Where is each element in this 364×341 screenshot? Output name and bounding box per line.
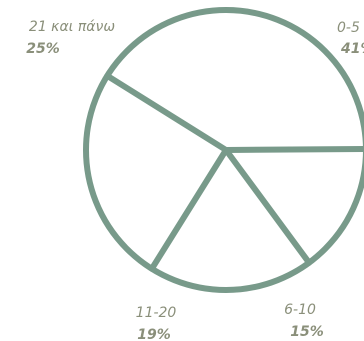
slice-label-percent: 25% — [26, 41, 60, 57]
slice-divider — [223, 147, 313, 266]
slice-label-name: 6-10 — [284, 302, 316, 318]
slice-label-percent: 19% — [137, 327, 171, 341]
slice-label-0-5: 0-5 41% — [337, 20, 364, 57]
slice-label-name: 0-5 — [337, 20, 360, 36]
slice-label-6-10: 6-10 15% — [284, 302, 324, 340]
slice-label-percent: 15% — [290, 324, 324, 340]
slice-label-percent: 41% — [340, 41, 364, 57]
slice-label-name: 21 και πάνω — [29, 19, 115, 35]
slice-divider — [104, 72, 229, 153]
slice-label-name: 11-20 — [136, 305, 177, 321]
slice-divider — [148, 147, 229, 272]
slice-label-11-20: 11-20 19% — [136, 305, 177, 341]
slice-divider — [223, 146, 364, 153]
slice-label-21-plus: 21 και πάνω 25% — [26, 19, 115, 57]
